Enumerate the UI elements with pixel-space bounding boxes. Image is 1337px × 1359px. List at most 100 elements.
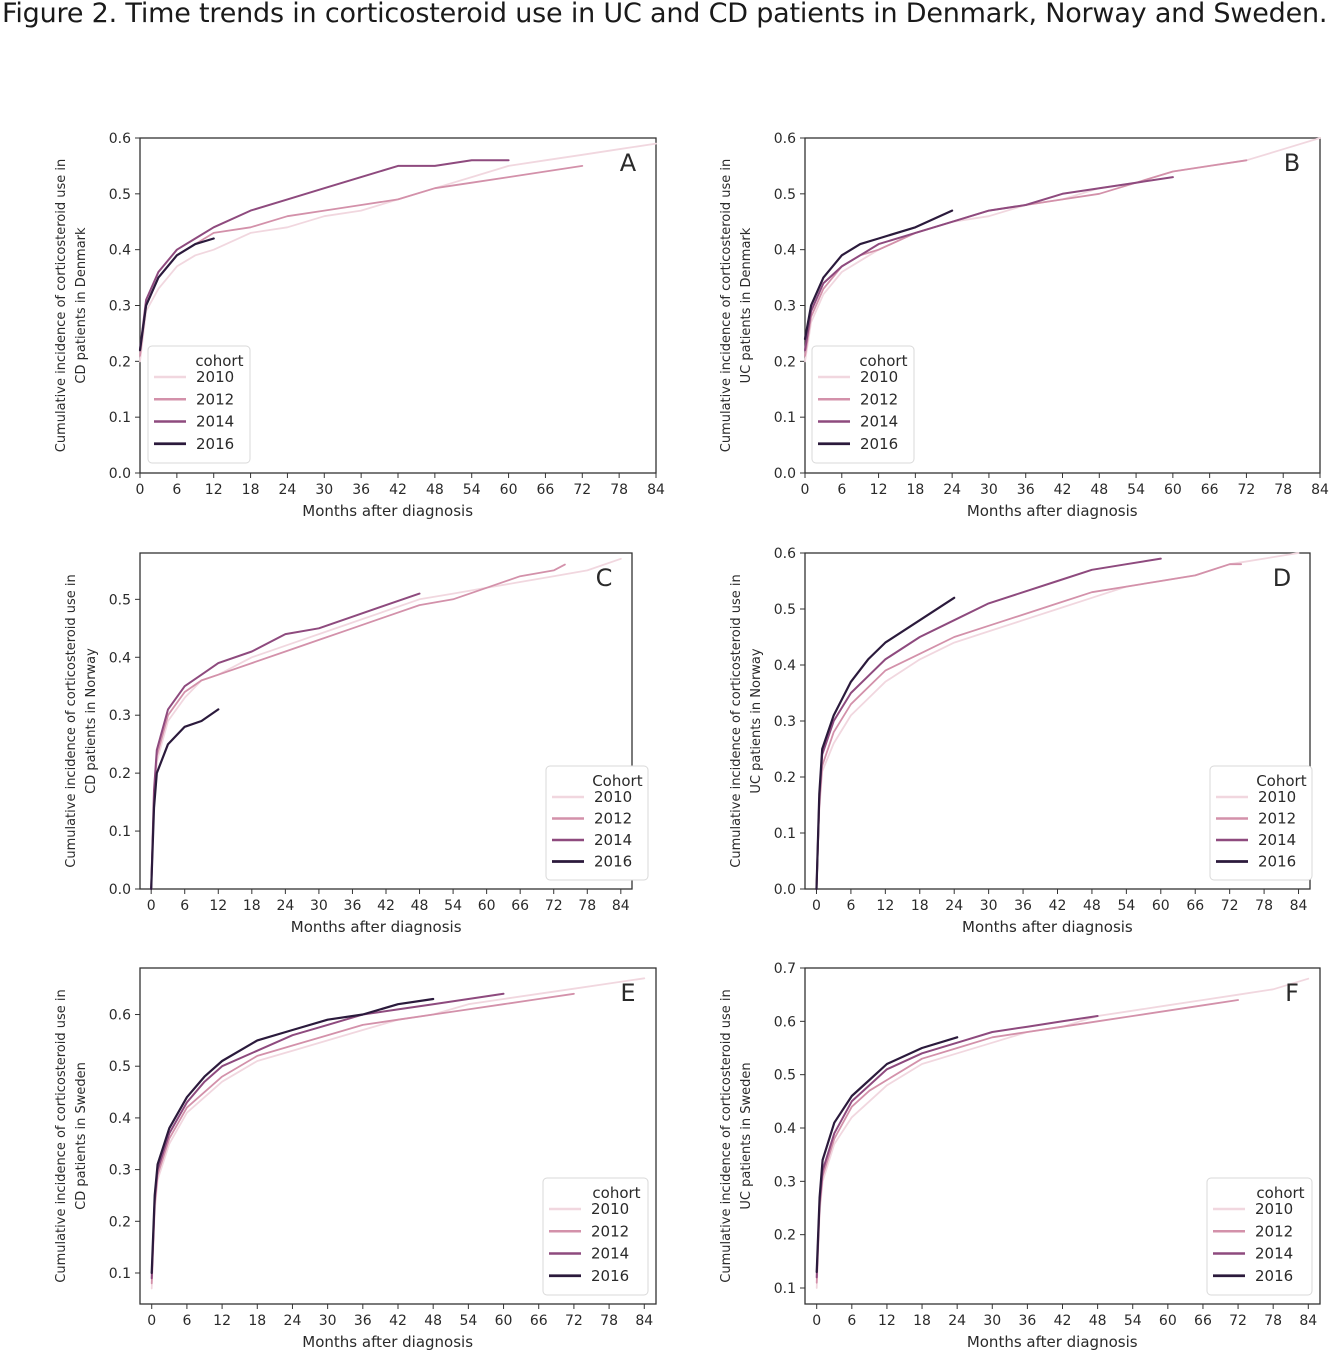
x-tick-label: 48	[424, 1313, 442, 1329]
legend-label-2010: 2010	[1255, 1200, 1293, 1218]
legend-box	[542, 1177, 649, 1296]
x-tick-label: 42	[389, 482, 407, 498]
x-tick-label: 60	[500, 482, 518, 498]
x-tick-label: 12	[213, 1313, 231, 1329]
y-axis-label-line2: CD patients in Denmark	[74, 227, 89, 384]
x-tick-label: 12	[205, 482, 223, 498]
x-tick-label: 66	[1201, 482, 1219, 498]
x-tick-label: 48	[426, 482, 444, 498]
y-tick-label: 0.3	[774, 1174, 796, 1190]
series-2016-line	[150, 997, 435, 1275]
x-tick-label: 66	[511, 898, 529, 914]
series-2012-line	[139, 164, 584, 357]
series-2016-line	[150, 708, 220, 891]
series-2014-line	[139, 159, 510, 352]
y-tick-label: 0.6	[774, 546, 796, 562]
x-axis-label: Months after diagnosis	[302, 1333, 473, 1351]
x-tick-label: 48	[1089, 1313, 1107, 1329]
x-tick-label: 24	[279, 482, 297, 498]
series-2010-line	[150, 557, 622, 890]
x-tick-label: 84	[635, 1313, 653, 1329]
x-tick-label: 6	[837, 482, 846, 498]
x-tick-label: 60	[1159, 1313, 1177, 1329]
x-tick-label: 30	[310, 898, 328, 914]
legend-label-2010: 2010	[591, 1200, 629, 1218]
x-tick-label: 36	[1018, 1313, 1036, 1329]
x-tick-label: 54	[1124, 1313, 1142, 1329]
y-tick-label: 0.2	[774, 354, 796, 370]
legend-label-2012: 2012	[1255, 1222, 1293, 1240]
x-tick-label: 36	[354, 1313, 372, 1329]
y-axis-label: Cumulative incidence of corticosteroid u…	[719, 989, 734, 1283]
legend-label-2012: 2012	[591, 1222, 629, 1240]
legend-label-2010: 2010	[594, 788, 632, 806]
panel-letter: C	[596, 564, 613, 592]
x-tick-label: 24	[943, 482, 961, 498]
chart-panel-f: 0 6 12 18 24 30 36 42 48 54 60 66 72 78 84 0.1 0.2 0.3 0.4…	[719, 961, 1321, 1351]
x-tick-label: 18	[913, 1313, 931, 1329]
legend-title: cohort	[592, 1184, 640, 1202]
y-tick-label: 0.0	[774, 882, 796, 898]
x-tick-label: 0	[801, 482, 810, 498]
x-tick-label: 0	[136, 482, 145, 498]
x-axis-label: Months after diagnosis	[967, 502, 1138, 520]
y-axis-label-line2: CD patients in Sweden	[74, 1062, 89, 1210]
legend-label-2010: 2010	[860, 368, 898, 386]
x-tick-label: 12	[876, 898, 894, 914]
x-tick-label: 18	[243, 898, 261, 914]
x-tick-label: 84	[1299, 1313, 1317, 1329]
chart-panel-d: 0 6 12 18 24 30 36 42 48 54 60 66 72 78 84 0.0 0.1 0.2 0.3…	[729, 546, 1313, 936]
y-tick-label: 0.0	[109, 466, 131, 482]
series-2014-line	[150, 592, 421, 890]
y-tick-label: 0.6	[774, 1014, 796, 1030]
x-tick-label: 24	[276, 898, 294, 914]
y-tick-label: 0.2	[109, 1214, 131, 1230]
y-tick-label: 0.2	[774, 1228, 796, 1244]
y-tick-label: 0.5	[774, 1068, 796, 1084]
x-tick-label: 72	[545, 898, 563, 914]
x-tick-label: 6	[180, 898, 189, 914]
legend-label-2014: 2014	[860, 413, 898, 431]
x-axis-label: Months after diagnosis	[962, 918, 1133, 936]
x-tick-label: 24	[945, 898, 963, 914]
x-tick-label: 84	[647, 482, 665, 498]
chart-panel-a: 0 6 12 18 24 30 36 42 48 54 60 66 72 78 84 0.0 0.1 0.2 0.3…	[54, 131, 665, 520]
y-tick-label: 0.1	[109, 410, 131, 426]
x-tick-label: 60	[495, 1313, 513, 1329]
x-tick-label: 78	[600, 1313, 618, 1329]
x-tick-label: 18	[911, 898, 929, 914]
series-2014-line	[804, 176, 1174, 352]
x-tick-label: 60	[1152, 898, 1170, 914]
x-tick-label: 60	[1164, 482, 1182, 498]
series-2012-line	[815, 563, 1242, 890]
x-tick-label: 24	[284, 1313, 302, 1329]
y-tick-label: 0.3	[109, 1163, 131, 1179]
x-tick-label: 48	[411, 898, 429, 914]
x-tick-label: 42	[1054, 482, 1072, 498]
x-tick-label: 18	[906, 482, 924, 498]
x-tick-label: 6	[172, 482, 181, 498]
x-tick-label: 72	[1238, 482, 1256, 498]
legend-label-2014: 2014	[1255, 1245, 1293, 1263]
x-tick-label: 84	[612, 898, 630, 914]
legend-label-2014: 2014	[594, 831, 632, 849]
series-2010-line	[815, 977, 1310, 1289]
legend-title: Cohort	[1256, 772, 1307, 790]
x-tick-label: 0	[147, 898, 156, 914]
y-tick-label: 0.5	[109, 1059, 131, 1075]
x-tick-label: 78	[610, 482, 628, 498]
x-tick-label: 12	[209, 898, 227, 914]
series-2012-line	[815, 999, 1239, 1284]
x-tick-label: 54	[459, 1313, 477, 1329]
x-tick-label: 78	[1264, 1313, 1282, 1329]
y-axis-label-line2: UC patients in Sweden	[739, 1062, 754, 1209]
x-tick-label: 6	[847, 1313, 856, 1329]
x-tick-label: 54	[463, 482, 481, 498]
x-axis-label: Months after diagnosis	[291, 918, 462, 936]
x-axis-label: Months after diagnosis	[967, 1333, 1138, 1351]
x-tick-label: 66	[1194, 1313, 1212, 1329]
x-tick-label: 48	[1090, 482, 1108, 498]
legend-label-2016: 2016	[594, 853, 632, 871]
